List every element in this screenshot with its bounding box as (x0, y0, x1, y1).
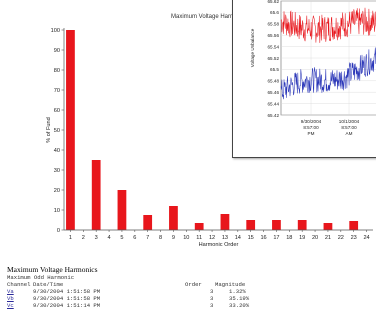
bar-harmonic-21 (323, 223, 333, 230)
series-line-blue (280, 47, 376, 100)
header-order: Order (185, 281, 202, 288)
bar-harmonic-5 (117, 190, 127, 230)
y-tick-label: 65.56 (268, 33, 280, 38)
x-tick-label: 23 (351, 235, 357, 241)
row-magnitude: 1.32% (229, 288, 246, 295)
x-tick-label: 22 (338, 235, 344, 241)
y-tick-label: 65.58 (268, 22, 280, 27)
bar-harmonic-3 (91, 160, 101, 230)
y-tick-label: 90 (54, 48, 60, 54)
harmonics-report: Maximum Voltage Harmonics Maximum Odd Ha… (7, 265, 367, 309)
y-tick-label: 65.46 (268, 90, 280, 95)
row-magnitude: 33.20% (229, 302, 250, 309)
x-tick-label: 9 (172, 235, 175, 241)
y-tick-label: 65.5 (270, 67, 279, 72)
x-tick-label: 20 (312, 235, 318, 241)
y-tick-label: 65.6 (270, 10, 279, 15)
x-tick-label: 14 (235, 235, 241, 241)
bar-harmonic-7 (143, 215, 153, 230)
x-tick-label: 3 (95, 235, 98, 241)
x-tick-label: 1 (69, 235, 72, 241)
y-tick-label: 60 (54, 108, 60, 114)
y-tick-label: 70 (54, 88, 60, 94)
report-row: Vb 9/30/2004 1:51:58 PM 3 35.19% (7, 295, 367, 302)
row-order: 3 (210, 295, 214, 302)
row-magnitude: 35.19% (229, 295, 250, 302)
y-axis-label: % of Fund (46, 117, 52, 143)
header-magnitude: Magnitude (215, 281, 246, 288)
x-tick-ampm: AM (346, 131, 353, 136)
x-tick-time: 8:57:00 (341, 125, 357, 130)
y-tick-label: 65.52 (268, 56, 280, 61)
x-tick-label: 18 (286, 235, 292, 241)
x-tick-label: 17 (273, 235, 279, 241)
bar-harmonic-11 (194, 223, 204, 230)
y-tick-label: 30 (54, 168, 60, 174)
bar-harmonic-23 (349, 221, 359, 230)
x-tick-label: 24 (363, 235, 369, 241)
bar-harmonic-17 (272, 220, 281, 230)
row-order: 3 (210, 302, 214, 309)
y-tick-label: 80 (54, 68, 60, 74)
x-tick-ampm: PM (308, 131, 315, 136)
report-row: Va 9/30/2004 1:51:58 PM 3 1.32% (7, 288, 367, 295)
x-tick-label: 5 (120, 235, 123, 241)
x-tick-label: 8 (159, 235, 162, 241)
report-row: Vc 9/30/2004 1:51:14 PM 3 33.20% (7, 302, 367, 309)
y-tick-label: 100 (51, 28, 60, 34)
y-tick-label: 65.44 (268, 101, 280, 106)
x-tick-label: 15 (248, 235, 254, 241)
voltage-unbalance-window: 65.62 65.6 65.58 65.56 65.54 65.52 65.5 65.48 65… (232, 0, 376, 158)
channel-link-vb[interactable]: Vb (7, 295, 14, 302)
channel-link-vc[interactable]: Vc (7, 302, 14, 309)
y-axis-label: Voltage Unbalance (250, 28, 255, 67)
bar-harmonic-9 (169, 206, 178, 230)
y-tick-label: 65.42 (268, 113, 280, 118)
y-tick-label: 65.48 (268, 79, 280, 84)
x-tick-label: 7 (146, 235, 149, 241)
header-datetime: Date/Time (33, 281, 64, 288)
voltage-unbalance-chart: 65.62 65.6 65.58 65.56 65.54 65.52 65.5 65.48 65… (250, 0, 376, 136)
x-tick-label: 11 (196, 235, 202, 241)
report-header-row: Channel Date/Time Order Magnitude (7, 281, 367, 288)
header-channel: Channel (7, 281, 31, 288)
report-title: Maximum Voltage Harmonics (7, 265, 98, 274)
x-tick-label: 10 (183, 235, 189, 241)
chart-title: Maximum Voltage Harmonics (170, 14, 250, 20)
x-tick-label: 13 (222, 235, 228, 241)
x-tick-label: 6 (133, 235, 136, 241)
x-tick-date: 9/30/2004 (301, 119, 322, 124)
bar-harmonic-19 (297, 220, 307, 230)
x-tick-label: 21 (325, 235, 331, 241)
row-datetime: 9/30/2004 1:51:14 PM (33, 302, 101, 309)
x-tick-date: 10/1/2004 (339, 119, 360, 124)
x-tick-label: 2 (82, 235, 85, 241)
channel-link-va[interactable]: Va (7, 288, 14, 295)
report-subtitle: Maximum Odd Harmonic (7, 274, 75, 281)
row-datetime: 9/30/2004 1:51:58 PM (33, 288, 101, 295)
row-datetime: 9/30/2004 1:51:58 PM (33, 295, 101, 302)
y-tick-label: 50 (54, 128, 60, 134)
x-tick-label: 12 (209, 235, 215, 241)
x-tick-label: 16 (260, 235, 266, 241)
y-tick-label: 20 (54, 188, 60, 194)
bar-harmonic-15 (246, 220, 256, 230)
bar-harmonic-1 (66, 30, 75, 230)
series-line-red (280, 7, 376, 43)
row-order: 3 (210, 288, 214, 295)
x-tick-time: 8:57:00 (303, 125, 319, 130)
y-tick-label: 65.54 (268, 44, 280, 49)
x-tick-label: 19 (299, 235, 305, 241)
x-axis-label: Harmonic Order (199, 242, 239, 248)
y-tick-label: 10 (54, 208, 60, 214)
x-tick-label: 4 (108, 235, 111, 241)
y-tick-label: 40 (54, 148, 60, 154)
y-tick-label: 65.62 (268, 0, 280, 4)
bar-harmonic-13 (220, 214, 230, 230)
y-tick-label: 0 (57, 228, 60, 234)
